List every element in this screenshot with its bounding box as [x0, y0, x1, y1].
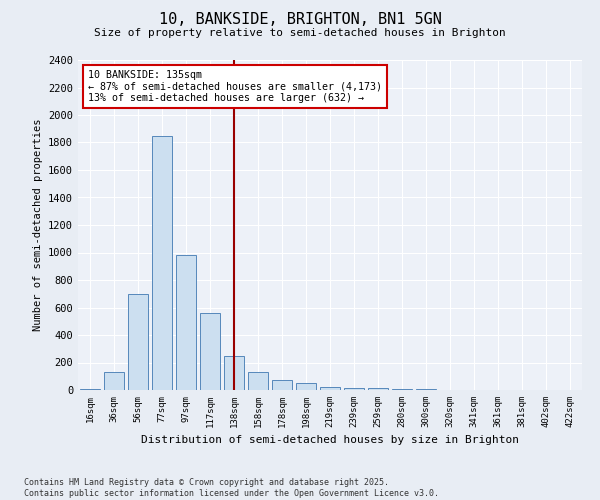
Text: Contains HM Land Registry data © Crown copyright and database right 2025.
Contai: Contains HM Land Registry data © Crown c…	[24, 478, 439, 498]
Text: 10, BANKSIDE, BRIGHTON, BN1 5GN: 10, BANKSIDE, BRIGHTON, BN1 5GN	[158, 12, 442, 28]
Text: Size of property relative to semi-detached houses in Brighton: Size of property relative to semi-detach…	[94, 28, 506, 38]
Bar	[104, 372, 124, 390]
Bar	[200, 313, 220, 390]
Bar	[176, 255, 196, 390]
Bar	[344, 388, 364, 390]
Bar	[368, 388, 388, 390]
Bar	[128, 294, 148, 390]
Bar	[272, 380, 292, 390]
Bar	[392, 389, 412, 390]
Bar	[224, 356, 244, 390]
Bar	[320, 386, 340, 390]
Bar	[296, 383, 316, 390]
Text: 10 BANKSIDE: 135sqm
← 87% of semi-detached houses are smaller (4,173)
13% of sem: 10 BANKSIDE: 135sqm ← 87% of semi-detach…	[88, 70, 382, 103]
Bar	[248, 372, 268, 390]
Y-axis label: Number of semi-detached properties: Number of semi-detached properties	[32, 118, 43, 331]
Bar	[80, 388, 100, 390]
X-axis label: Distribution of semi-detached houses by size in Brighton: Distribution of semi-detached houses by …	[141, 436, 519, 446]
Bar	[152, 136, 172, 390]
